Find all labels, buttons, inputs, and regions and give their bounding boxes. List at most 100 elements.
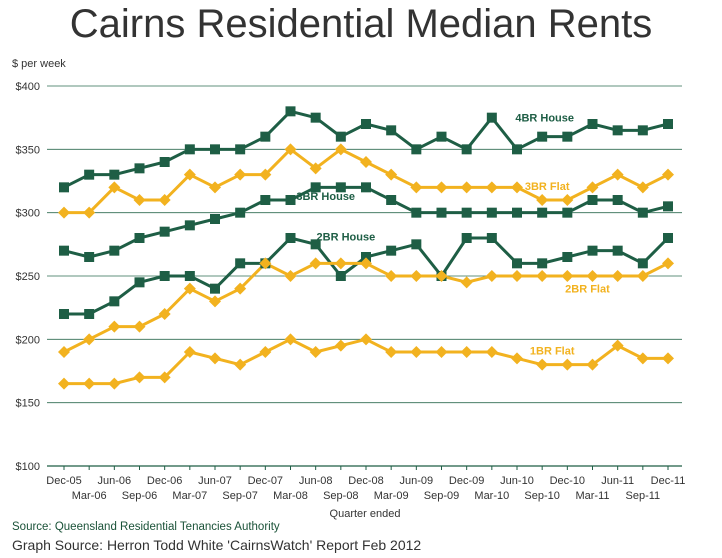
x-tick-label: Jun-09 [400,475,434,487]
data-point [460,181,473,194]
data-point [259,346,272,358]
data-point [183,282,196,295]
series-line [64,337,668,386]
x-tick-label: Dec-05 [46,475,81,487]
x-tick-label: Dec-07 [248,475,283,487]
graph-source-note: Graph Source: Herron Todd White 'CairnsW… [12,537,422,553]
data-point [108,181,121,194]
data-point [511,352,523,365]
data-point [410,346,423,358]
x-axis-title: Quarter ended [330,508,401,520]
data-point [183,346,196,358]
data-point [662,352,674,365]
data-point [159,157,170,167]
x-tick-label: Jun-11 [601,475,634,487]
data-point [562,252,573,262]
data-point [511,181,523,194]
data-point [209,181,221,194]
data-point [309,162,322,175]
data-point [284,333,297,346]
data-point [234,282,247,295]
x-tick-label: Mar-08 [273,490,308,502]
data-point [663,119,673,129]
data-point [360,257,372,270]
series-markers [58,106,674,390]
data-point [58,377,70,390]
data-point [184,144,195,155]
series-label: 1BR Flat [530,346,575,358]
data-point [133,371,146,384]
data-point [486,233,497,243]
x-tick-label: Sep-10 [524,490,559,502]
x-tick-label: Dec-11 [651,475,686,487]
data-point [410,181,423,194]
data-point [234,358,247,371]
data-point [309,346,322,358]
x-tick-label: Mar-06 [72,490,107,502]
data-point [360,333,372,346]
data-point [612,245,623,256]
data-point [386,195,397,205]
data-point [285,106,296,117]
data-point [485,270,498,282]
data-point [511,270,523,282]
data-point [663,233,673,243]
series-label: 3BR House [296,191,355,203]
series-line [63,185,669,259]
data-point [637,207,648,218]
data-point [310,182,321,193]
data-point [334,339,347,352]
chart-title: Cairns Residential Median Rents [69,2,653,46]
series-labels: 4BR House 3BR Flat 3BR House 2BR House 2BR F… [296,112,610,357]
data-point [335,131,346,142]
data-point [561,358,574,371]
data-point [108,320,121,333]
data-point [536,194,549,206]
data-point [662,168,674,181]
data-point [284,143,297,156]
data-point [637,258,648,269]
data-point [636,181,649,194]
y-tick-label: $350 [16,144,40,156]
data-point [360,156,372,168]
data-point [586,181,599,194]
data-point [158,371,171,384]
data-point [536,270,549,282]
series-label: 2BR Flat [565,283,610,295]
series-label: 3BR Flat [525,181,570,193]
data-point [636,270,649,282]
data-point [611,270,624,282]
data-point [611,339,624,352]
data-point [284,270,297,282]
data-point [562,131,573,142]
data-point [234,168,247,181]
data-point [410,270,423,282]
data-point [109,296,120,307]
x-tick-label: Mar-07 [172,490,207,502]
data-point [512,207,522,218]
data-point [436,207,447,218]
x-tick-label: Jun-07 [198,475,232,487]
data-point [335,182,346,193]
data-point [83,206,96,219]
data-point [133,194,146,206]
data-point [59,245,69,256]
data-point [461,207,472,218]
x-tick-label: Sep-06 [122,490,157,502]
data-point [134,233,145,243]
data-point [259,257,272,270]
data-point [334,257,347,270]
data-point [411,207,422,218]
data-point [435,181,448,194]
data-point [83,377,96,390]
data-point [587,195,598,205]
data-point [386,125,397,136]
data-point [58,206,70,219]
data-point [460,276,473,289]
x-tick-label: Jun-06 [98,475,132,487]
data-point [460,346,473,358]
y-tick-labels: $100 $150 $200 $250 $300 $350 $400 [16,81,40,473]
y-tick-label: $300 [16,208,40,220]
data-point [285,233,296,243]
data-point [58,346,70,358]
